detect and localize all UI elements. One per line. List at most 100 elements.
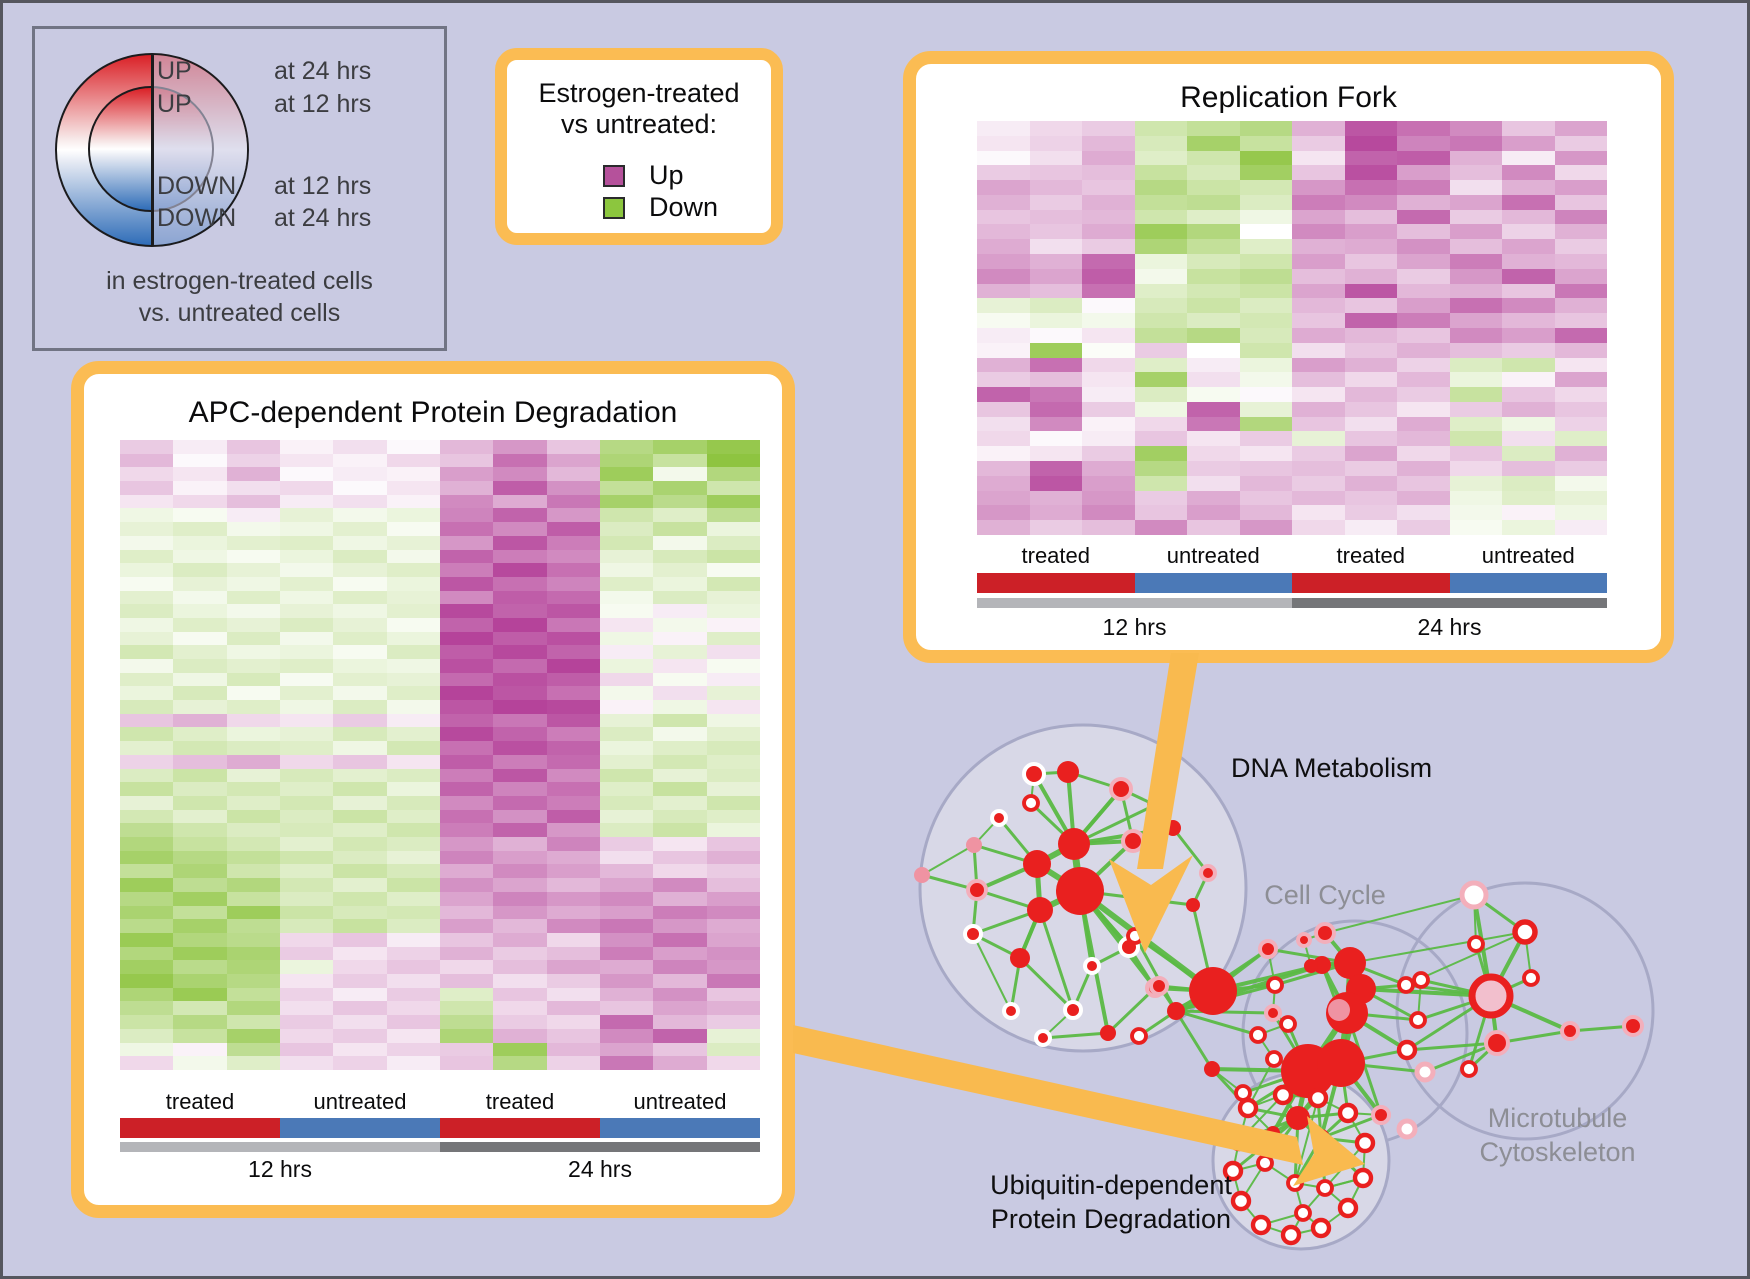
- heatmap-cell: [599, 1056, 654, 1070]
- heatmap-cell: [333, 850, 387, 865]
- heatmap-cell: [546, 1028, 600, 1043]
- heatmap-cell: [173, 850, 227, 865]
- heatmap-cell: [493, 1001, 547, 1016]
- network-node: [1121, 829, 1145, 853]
- heatmap-cell: [706, 645, 760, 659]
- heatmap-cell: [1187, 461, 1240, 476]
- heatmap-cell: [1292, 135, 1345, 151]
- heatmap-cell: [1187, 268, 1240, 284]
- heatmap-cell: [439, 453, 494, 468]
- heatmap-cell: [1029, 150, 1082, 166]
- heatmap-cell: [493, 672, 547, 687]
- network-node: [1237, 1097, 1259, 1119]
- heatmap-cell: [546, 631, 600, 646]
- network-node: [1230, 1190, 1252, 1212]
- heatmap-cell: [1397, 431, 1450, 447]
- heatmap-cell: [599, 700, 654, 714]
- ubiquitin-label: Ubiquitin-dependent Protein Degradation: [961, 1168, 1261, 1236]
- heatmap-cell: [1502, 224, 1555, 240]
- heatmap-cell: [493, 727, 547, 742]
- heatmap-cell: [1187, 194, 1240, 210]
- heatmap-cell: [706, 837, 760, 851]
- network-node: [1522, 969, 1540, 987]
- heatmap-cell: [439, 891, 494, 906]
- heatmap-cell: [1239, 121, 1292, 136]
- heatmap-cell: [1187, 180, 1240, 195]
- network-node: [1328, 999, 1350, 1021]
- heatmap-cell: [493, 768, 547, 783]
- heatmap-cell: [226, 659, 280, 673]
- heatmap-cell: [493, 946, 547, 961]
- heatmap-cell: [653, 974, 707, 988]
- heatmap-cell: [386, 754, 440, 769]
- heatmap-cell: [1134, 268, 1187, 284]
- cluster-circle-microtubule-cytoskeleton: [1395, 881, 1655, 1141]
- heatmap-cell: [1397, 298, 1450, 314]
- heatmap-cell: [1292, 121, 1345, 136]
- heatmap-cell: [493, 891, 547, 906]
- updown-word: DOWN: [157, 172, 237, 200]
- heatmap-cell: [333, 727, 387, 742]
- heatmap-cell: [1029, 165, 1082, 181]
- heatmap-cell: [333, 686, 387, 701]
- heatmap-cell: [706, 754, 760, 769]
- heatmap-cell: [653, 631, 707, 646]
- heatmap-cell: [173, 467, 227, 482]
- heatmap-cell: [1344, 431, 1397, 447]
- heatmap-cell: [546, 795, 600, 810]
- replication-fork-group-bars: [977, 573, 1607, 593]
- heatmap-cell: [1554, 121, 1607, 136]
- heatmap-cell: [493, 932, 547, 947]
- network-node: [963, 924, 983, 944]
- group-label: untreated: [313, 1089, 407, 1114]
- heatmap-cell: [279, 974, 334, 988]
- heatmap-cell: [977, 372, 1030, 388]
- network-node: [1337, 1102, 1359, 1124]
- heatmap-cell: [706, 549, 760, 564]
- heatmap-cell: [226, 1001, 280, 1016]
- heatmap-cell: [599, 563, 654, 577]
- heatmap-cell: [599, 823, 654, 838]
- heatmap-cell: [546, 864, 600, 879]
- heatmap-cell: [1029, 461, 1082, 476]
- heatmap-cell: [977, 416, 1030, 432]
- heatmap-cell: [493, 645, 547, 659]
- apc-heatmap: [120, 440, 760, 1070]
- network-node: [1279, 1015, 1297, 1033]
- heatmap-cell: [1344, 357, 1397, 373]
- heatmap-cell: [1397, 357, 1450, 373]
- heatmap-cell: [706, 850, 760, 865]
- heatmap-cell: [333, 659, 387, 673]
- network-node: [1002, 1002, 1020, 1020]
- apc-to-ubiquitin-arrow-stem: [793, 1025, 1303, 1165]
- heatmap-cell: [333, 837, 387, 851]
- heatmap-cell: [1502, 209, 1555, 225]
- heatmap-cell: [173, 960, 227, 975]
- network-node: [1186, 898, 1200, 912]
- heatmap-cell: [386, 617, 440, 632]
- heatmap-cell: [173, 782, 227, 796]
- heatmap-cell: [1082, 180, 1135, 195]
- network-node: [1250, 1214, 1272, 1236]
- heatmap-cell: [546, 645, 600, 659]
- heatmap-cell: [1397, 313, 1450, 328]
- heatmap-cell: [386, 467, 440, 482]
- heatmap-cell: [386, 782, 440, 796]
- heatmap-cell: [226, 768, 280, 783]
- heatmap-cell: [546, 837, 600, 851]
- heatmap-cell: [1502, 342, 1555, 358]
- heatmap-cell: [1397, 505, 1450, 521]
- heatmap-cell: [1449, 431, 1502, 447]
- heatmap-cell: [546, 440, 600, 454]
- heatmap-cell: [386, 576, 440, 591]
- heatmap-cell: [386, 453, 440, 468]
- network-node: [1460, 1060, 1478, 1078]
- heatmap-cell: [120, 878, 174, 892]
- heatmap-cell: [386, 481, 440, 495]
- heatmap-cell: [493, 453, 547, 468]
- heatmap-cell: [1239, 401, 1292, 417]
- heatmap-cell: [1292, 194, 1345, 210]
- network-edge: [1133, 934, 1178, 1013]
- heatmap-cell: [1449, 327, 1502, 343]
- heatmap-cell: [439, 481, 494, 495]
